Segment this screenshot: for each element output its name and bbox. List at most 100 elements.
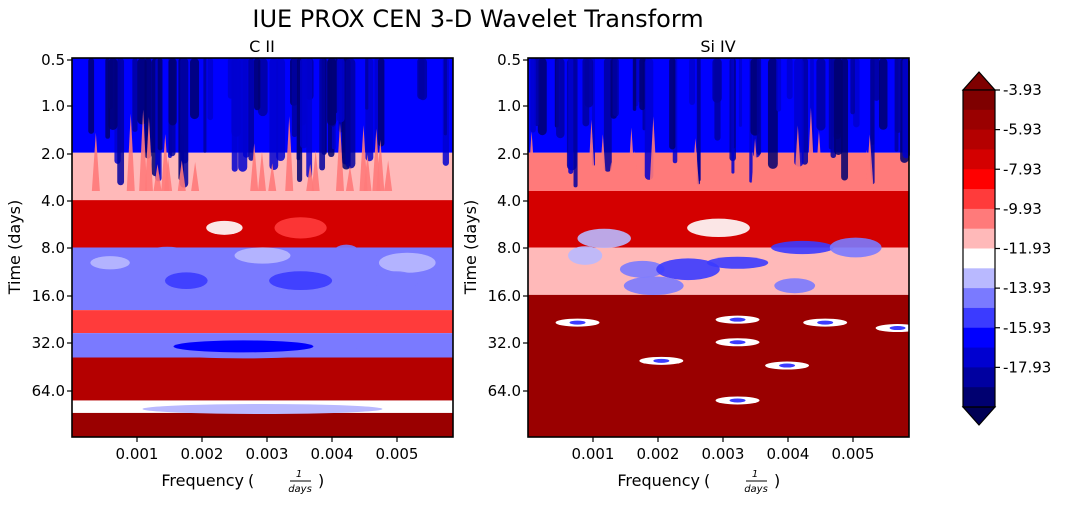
heatmap-band (72, 357, 453, 401)
heatmap-band (72, 412, 453, 437)
heatmap-streak (157, 58, 163, 151)
heatmap-island-core (653, 358, 670, 363)
colorbar-segment (963, 208, 995, 230)
heatmap-streak (242, 58, 250, 158)
heatmap-streak (828, 58, 833, 150)
heatmap-streak (669, 58, 676, 150)
heatmap-spike (91, 132, 100, 191)
heatmap-streak (786, 58, 793, 100)
heatmap-streak (776, 58, 782, 112)
heatmap-streak (300, 58, 308, 149)
heatmap-spike (126, 113, 135, 191)
heatmap-streak (336, 58, 345, 123)
colorbar-tick-label: -5.93 (1003, 121, 1042, 139)
colorbar-extend-bottom (961, 406, 997, 426)
heatmap-streak (319, 58, 326, 171)
colorbar-extend-top (961, 71, 997, 91)
heatmap-streak (378, 58, 385, 147)
heatmap-streak (207, 58, 214, 121)
heatmap-blob (568, 246, 603, 265)
panel-si-iv: Si IV 0.51.02.04.08.016.032.064.0 0.001 0… (461, 37, 920, 495)
heatmap-spike (384, 160, 393, 191)
colorbar-segment (963, 307, 995, 329)
y-tick-label: 4.0 (497, 192, 521, 210)
c-ii-frac-num: 1 (296, 469, 302, 480)
heatmap-spike (649, 116, 658, 191)
x-tick-label: 0.004 (767, 445, 810, 463)
si-iv-x-ticks: 0.001 0.002 0.003 0.004 0.005 (572, 437, 874, 463)
heatmap-streak (248, 58, 254, 161)
heatmap-streak (108, 58, 118, 131)
heatmap-spike (598, 134, 607, 191)
heatmap-island (142, 404, 383, 415)
heatmap-streak (88, 58, 95, 134)
heatmap-streak (227, 58, 234, 99)
heatmap-spike (311, 150, 320, 191)
colorbar-tick-label: -17.93 (1003, 358, 1051, 376)
heatmap-blob (142, 246, 192, 265)
heatmap-streak (841, 58, 849, 181)
colorbar-segment (963, 189, 995, 210)
y-tick-label: 0.5 (41, 51, 65, 69)
y-tick-label: 64.0 (488, 382, 521, 400)
heatmap-streak (794, 58, 804, 167)
x-tick-label: 0.004 (311, 445, 354, 463)
heatmap-spike (587, 119, 596, 191)
heatmap-blob (164, 272, 208, 290)
heatmap-band (528, 294, 909, 437)
heatmap-spike (306, 164, 315, 191)
heatmap-spike (713, 167, 722, 191)
heatmap-streak (714, 58, 721, 141)
heatmap-spike (177, 160, 186, 191)
heatmap-streak (632, 58, 637, 111)
heatmap-blob (269, 271, 333, 291)
colorbar-tick-label: -13.93 (1003, 279, 1051, 297)
heatmap-blob (90, 256, 130, 270)
si-iv-heatmap (527, 58, 920, 437)
y-tick-label: 32.0 (488, 334, 521, 352)
heatmap-streak (327, 58, 337, 126)
heatmap-island-core (729, 340, 746, 345)
heatmap-island-core (779, 363, 796, 368)
heatmap-spike (527, 131, 536, 191)
svg-text:Frequency: Frequency (161, 471, 244, 490)
heatmap-streak (190, 58, 200, 120)
si-iv-y-ticks: 0.5 1.0 2.0 4.0 8.0 16.0 32.0 64.0 (488, 51, 528, 400)
heatmap-band (72, 310, 453, 334)
heatmap-streak (132, 58, 138, 132)
heatmap-spike (814, 130, 823, 191)
y-tick-label: 4.0 (41, 192, 65, 210)
heatmap-blob (774, 278, 816, 294)
heatmap-streak (689, 58, 696, 105)
heatmap-blob (331, 244, 362, 267)
colorbar-segment (963, 288, 995, 309)
y-tick-label: 2.0 (497, 145, 521, 163)
colorbar-segment (963, 169, 995, 190)
heatmap-island-core (173, 340, 314, 353)
heatmap-streak (644, 58, 654, 180)
colorbar-tick-label: -9.93 (1003, 200, 1042, 218)
heatmap-spike (191, 161, 200, 191)
heatmap-streak (696, 58, 701, 185)
heatmap-streak (181, 58, 189, 164)
panel-c-ii-title: C II (249, 37, 275, 56)
heatmap-island-core (729, 398, 746, 403)
y-tick-label: 8.0 (41, 239, 65, 257)
heatmap-spike (144, 116, 153, 191)
c-ii-x-ticks: 0.001 0.002 0.003 0.004 0.005 (116, 437, 419, 463)
heatmap-spike (865, 160, 874, 191)
svg-text:(: ( (248, 471, 254, 490)
panel-si-iv-title: Si IV (700, 37, 735, 56)
heatmap-streak (731, 58, 735, 174)
colorbar-tick-label: -11.93 (1003, 240, 1051, 258)
heatmap-island-core (817, 320, 834, 325)
colorbar-tick-label: -3.93 (1003, 81, 1042, 99)
x-tick-label: 0.005 (376, 445, 419, 463)
x-tick-label: 0.003 (702, 445, 745, 463)
svg-text:Frequency: Frequency (617, 471, 700, 490)
heatmap-streak (612, 58, 619, 117)
heatmap-streak (902, 58, 910, 159)
heatmap-spike (268, 163, 277, 191)
heatmap-streak (276, 58, 286, 162)
heatmap-streak (117, 58, 125, 186)
